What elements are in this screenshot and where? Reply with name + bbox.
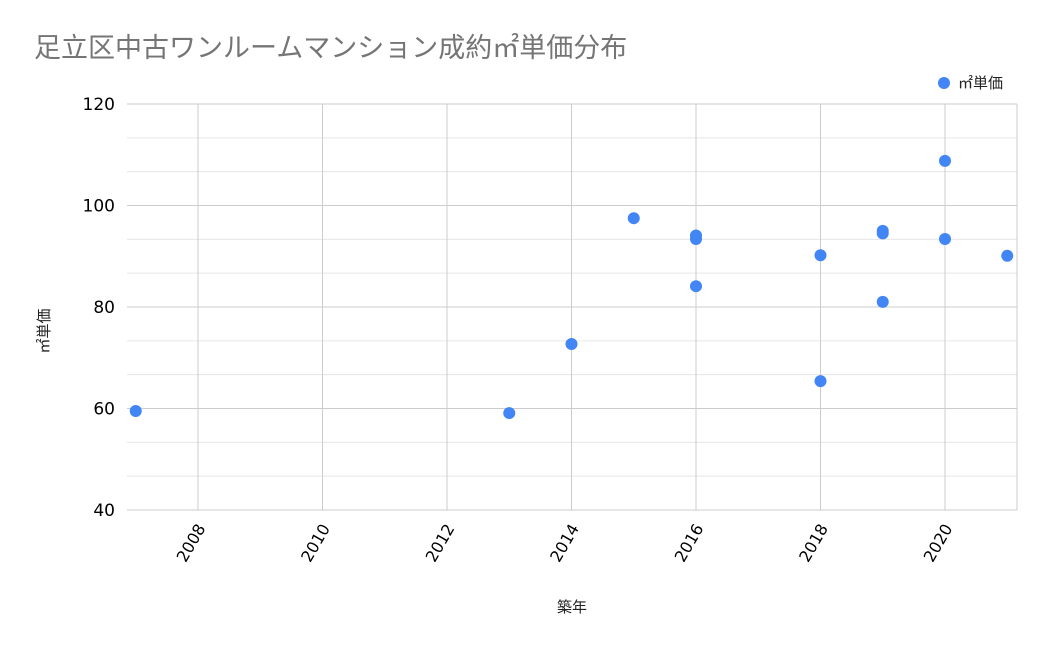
x-axis-title: 築年 <box>557 598 587 616</box>
data-point[interactable] <box>627 212 640 225</box>
legend-marker-icon <box>938 76 950 89</box>
data-point[interactable] <box>814 375 827 388</box>
data-point[interactable] <box>939 232 951 245</box>
data-point[interactable] <box>939 154 951 167</box>
data-point[interactable] <box>129 405 142 418</box>
x-tick-label: 2012 <box>422 521 459 566</box>
chart-title: 足立区中古ワンルームマンション成約㎡単価分布 <box>34 33 628 64</box>
data-point[interactable] <box>876 227 889 240</box>
y-axis-title: ㎡単価 <box>35 308 53 353</box>
x-axis-ticks: 2008 2010 2012 2014 2016 2018 2020 <box>173 521 957 566</box>
data-point[interactable] <box>1001 249 1014 262</box>
legend[interactable]: ㎡単価 <box>938 72 1003 93</box>
data-point[interactable] <box>503 407 516 420</box>
gridlines <box>127 103 1018 511</box>
data-point[interactable] <box>814 249 827 262</box>
data-point[interactable] <box>690 280 702 293</box>
x-tick-label: 2014 <box>546 521 583 566</box>
y-tick-label: 120 <box>83 95 115 115</box>
x-tick-label: 2010 <box>297 521 334 566</box>
x-tick-label: 2018 <box>795 521 832 566</box>
y-tick-label: 100 <box>83 197 115 217</box>
x-tick-label: 2008 <box>173 521 210 566</box>
y-tick-label: 60 <box>93 400 115 420</box>
y-tick-label: 40 <box>93 501 115 521</box>
data-point[interactable] <box>565 338 578 351</box>
x-tick-label: 2016 <box>671 521 708 566</box>
y-tick-label: 80 <box>93 298 115 318</box>
y-axis-ticks: 120 100 80 60 40 <box>83 95 115 521</box>
data-point[interactable] <box>690 232 702 245</box>
legend-label: ㎡単価 <box>958 74 1004 92</box>
data-points <box>129 154 1014 420</box>
data-point[interactable] <box>876 295 889 308</box>
x-tick-label: 2020 <box>920 521 957 566</box>
